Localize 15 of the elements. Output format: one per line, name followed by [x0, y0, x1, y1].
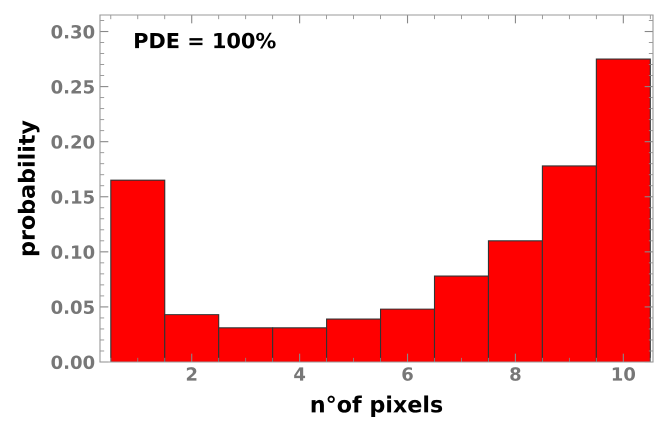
x-tick-label: 6	[402, 367, 413, 381]
y-tick-label: 0.05	[51, 300, 94, 314]
x-tick-label: 8	[510, 367, 521, 381]
x-tick-label: 4	[294, 367, 306, 381]
y-tick-label: 0.10	[51, 245, 94, 259]
y-tick-label: 0.25	[51, 80, 94, 94]
x-axis-title: n°of pixels	[312, 395, 442, 417]
annotation: PDE = 100%	[135, 32, 276, 48]
x-tick-label: 2	[186, 367, 196, 381]
y-tick-label: 0.30	[51, 24, 94, 39]
x-tick-label: 10	[612, 367, 636, 381]
y-axis-title: probability	[18, 120, 40, 256]
y-tick-label: 0.20	[51, 135, 94, 149]
y-tick-label: 0.00	[51, 355, 94, 370]
y-tick-label: 0.15	[51, 190, 94, 204]
